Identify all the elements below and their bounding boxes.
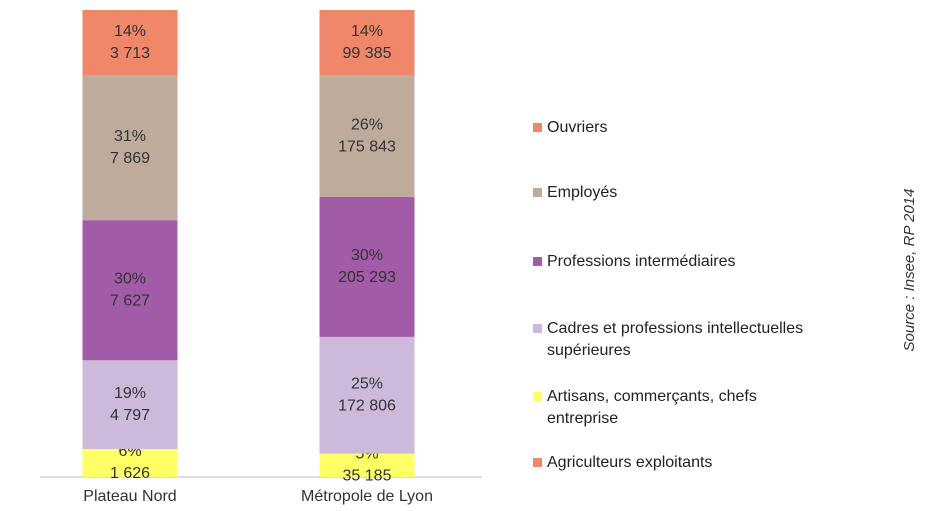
bar-segment (82, 448, 178, 477)
bar-segment (319, 10, 415, 76)
legend-label: Ouvriers (547, 119, 608, 136)
x-tick-label: Métropole de Lyon (301, 488, 433, 505)
legend-swatch (533, 123, 542, 132)
data-label: 25% (351, 375, 383, 392)
legend-item: Agriculteurs exploitants (533, 452, 833, 474)
bar-segment (82, 75, 178, 221)
legend-item: Ouvriers (533, 117, 833, 139)
legend-item: Employés (533, 182, 833, 204)
legend-swatch (533, 324, 542, 333)
legend-item: Cadres et professions intellectuelles su… (533, 318, 878, 362)
source: Source : Insee, RP 2014 (901, 189, 918, 352)
legend-swatch (533, 257, 542, 266)
data-label: 30% (114, 270, 146, 287)
data-label-count: 175 843 (338, 138, 396, 155)
bar-segment (82, 10, 178, 76)
legend-swatch (533, 392, 542, 401)
data-label-count: 1 626 (110, 465, 150, 482)
bar-segment (82, 220, 178, 361)
data-label: 19% (114, 385, 146, 402)
legend-swatch (533, 458, 542, 467)
data-label: 14% (114, 23, 146, 40)
legend-label: Cadres et professions intellectuelles su… (547, 320, 804, 359)
data-label-count: 7 869 (110, 150, 150, 167)
data-label: 30% (351, 247, 383, 264)
x-tick-label: Plateau Nord (83, 488, 176, 505)
legend-item: Artisans, commerçants, chefs entreprise (533, 386, 823, 430)
bar-segment (319, 75, 415, 197)
data-label-count: 35 185 (343, 468, 392, 485)
bar-segment (82, 360, 178, 449)
legend-item: Professions intermédiaires (533, 251, 833, 273)
data-label: 26% (351, 116, 383, 133)
data-label-count: 3 713 (110, 45, 150, 62)
legend-label: Employés (547, 184, 618, 201)
data-label-count: 172 806 (338, 397, 396, 414)
data-label-count: 205 293 (338, 269, 396, 286)
data-label: 14% (351, 23, 383, 40)
bar-segment (319, 453, 415, 477)
bar-segment (319, 196, 415, 337)
legend-label: Professions intermédiaires (547, 253, 736, 270)
bar-segment (319, 336, 415, 454)
data-label-count: 4 797 (110, 407, 150, 424)
legend-swatch (533, 188, 542, 197)
legend-label: Artisans, commerçants, chefs entreprise (547, 388, 757, 427)
legend-label: Agriculteurs exploitants (547, 454, 713, 471)
data-label-count: 99 385 (343, 45, 392, 62)
data-label-count: 7 627 (110, 292, 150, 309)
data-label: 31% (114, 128, 146, 145)
